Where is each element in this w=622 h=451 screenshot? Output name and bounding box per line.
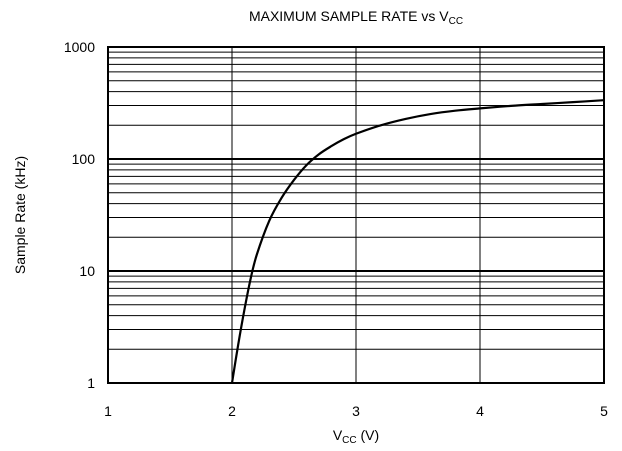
data-series-line <box>230 99 605 384</box>
x-tick-label: 3 <box>352 403 360 419</box>
grid <box>107 47 605 384</box>
y-tick-label: 100 <box>72 151 96 167</box>
chart-title: MAXIMUM SAMPLE RATE vs VCC <box>248 8 464 27</box>
y-tick-label: 1000 <box>64 39 95 55</box>
plot-frame <box>107 46 605 384</box>
x-tick-label: 1 <box>104 403 112 419</box>
x-axis-label: VCC (V) <box>332 427 380 446</box>
x-tick-label: 4 <box>476 403 484 419</box>
y-tick-labels: 1 10 100 1000 <box>64 39 95 391</box>
x-tick-label: 5 <box>600 403 608 419</box>
x-tick-labels: 1 2 3 4 5 <box>104 403 608 419</box>
y-tick-label: 10 <box>79 263 95 279</box>
x-tick-label: 2 <box>228 403 236 419</box>
y-axis-label: Sample Rate (kHz) <box>12 155 28 275</box>
y-tick-label: 1 <box>87 375 95 391</box>
